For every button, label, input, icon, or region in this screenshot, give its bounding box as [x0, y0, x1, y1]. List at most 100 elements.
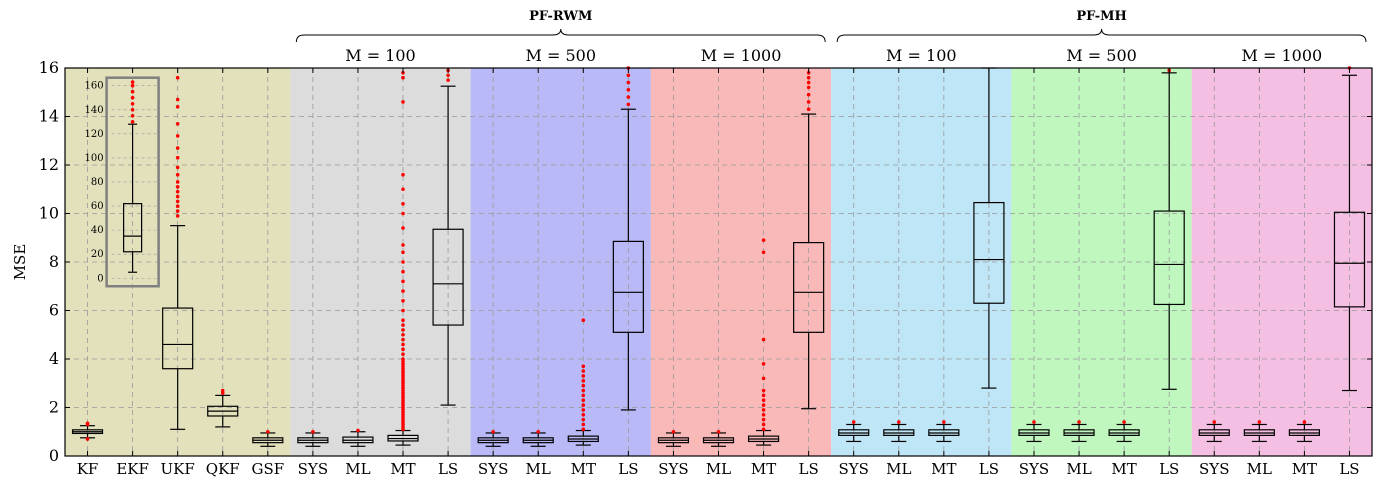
- outlier-point: [401, 357, 405, 361]
- outlier-point: [401, 260, 405, 264]
- outlier-point: [942, 420, 946, 424]
- y-tick-label: 6: [49, 301, 59, 320]
- outlier-point: [1257, 420, 1262, 424]
- outlier-point: [401, 289, 405, 293]
- box-ls-20: [973, 67, 1005, 389]
- box-sys-13: [657, 429, 690, 447]
- box-mt-11: [567, 318, 599, 446]
- outlier-point: [401, 308, 405, 313]
- box-iqr: [162, 307, 194, 370]
- outlier-point: [581, 417, 586, 422]
- outlier-point: [761, 388, 766, 393]
- outlier-point: [761, 422, 766, 427]
- outlier-point: [175, 172, 180, 177]
- outlier-point: [175, 209, 180, 213]
- outlier-point: [581, 408, 586, 412]
- outlier-point: [581, 393, 586, 398]
- outlier-point: [626, 102, 631, 107]
- outlier-point: [761, 376, 766, 381]
- x-tick-label: LS: [1339, 460, 1359, 478]
- outlier-point: [401, 202, 405, 206]
- box-sys-25: [1198, 420, 1230, 443]
- outlier-point: [401, 211, 405, 216]
- inset-outlier: [130, 107, 135, 112]
- y-tick-label: 14: [39, 107, 59, 126]
- box-ml-6: [342, 428, 374, 447]
- x-tick-label: LS: [618, 460, 638, 478]
- box-iqr: [793, 242, 825, 333]
- y-tick-label: 10: [39, 204, 59, 223]
- x-tick-label: SYS: [1019, 460, 1049, 478]
- outlier-point: [761, 427, 766, 432]
- outlier-point: [401, 299, 405, 303]
- outlier-point: [806, 100, 811, 104]
- inset-tick-label: 0: [97, 273, 103, 284]
- y-axis-label: MSE: [11, 244, 29, 281]
- outlier-point: [761, 417, 766, 422]
- outlier-point: [581, 427, 586, 432]
- outlier-point: [671, 429, 676, 434]
- outlier-point: [581, 318, 586, 323]
- inset-tick-label: 40: [91, 225, 104, 236]
- box-iqr: [612, 240, 644, 333]
- outlier-point: [401, 352, 405, 356]
- outlier-point: [581, 388, 586, 393]
- box-ls-24: [1153, 68, 1185, 390]
- x-tick-label: MT: [931, 460, 956, 478]
- outlier-point: [356, 428, 360, 433]
- inset-outlier: [130, 95, 135, 100]
- y-tick-label: 0: [49, 446, 59, 465]
- outlier-point: [806, 92, 811, 97]
- outlier-point: [175, 199, 180, 204]
- y-tick-label: 16: [39, 58, 59, 77]
- outlier-point: [401, 342, 405, 347]
- outlier-point: [806, 85, 811, 90]
- outlier-point: [1212, 420, 1217, 424]
- box-ls-28: [1333, 66, 1366, 392]
- x-tick-label: UKF: [161, 460, 195, 478]
- x-tick-label: ML: [1247, 460, 1272, 478]
- outlier-point: [401, 347, 405, 352]
- outlier-point: [1302, 420, 1307, 424]
- outlier-point: [761, 250, 766, 255]
- box-iqr: [1153, 210, 1185, 306]
- outlier-point: [175, 214, 180, 218]
- outlier-point: [175, 134, 180, 138]
- box-mt-23: [1108, 420, 1140, 443]
- outlier-point: [401, 332, 405, 337]
- outlier-point: [175, 75, 180, 80]
- box-ukf-2: [162, 75, 194, 430]
- box-ls-8: [432, 68, 464, 406]
- outlier-point: [581, 403, 586, 407]
- box-ml-14: [702, 429, 735, 447]
- outlier-point: [401, 250, 405, 255]
- outlier-point: [401, 328, 405, 332]
- outlier-point: [401, 323, 405, 327]
- box-mt-15: [747, 238, 780, 446]
- outlier-point: [175, 189, 180, 194]
- outlier-point: [175, 155, 180, 160]
- outlier-point: [401, 187, 405, 192]
- y-tick-label: 2: [49, 398, 59, 417]
- x-tick-label: ML: [706, 460, 731, 478]
- box-iqr: [973, 201, 1005, 304]
- box-marks: [71, 66, 1366, 447]
- outlier-point: [581, 412, 586, 417]
- inset-tick-label: 160: [85, 81, 104, 92]
- box-sys-9: [477, 429, 509, 447]
- outlier-point: [266, 429, 270, 434]
- outlier-point: [896, 420, 901, 424]
- inset-outlier: [130, 120, 135, 124]
- outlier-point: [1122, 420, 1126, 424]
- outlier-point: [761, 362, 766, 366]
- outlier-point: [401, 318, 405, 323]
- outlier-point: [401, 100, 405, 104]
- outlier-point: [401, 75, 405, 80]
- outlier-point: [761, 393, 766, 398]
- x-tick-label: LS: [438, 460, 458, 478]
- y-tick-label: 12: [39, 155, 59, 174]
- x-tick-label: MT: [1111, 460, 1136, 478]
- axis-labels: 0 2 4 6 8 10 12 14 16 KF EKF UKF QKF GSF SYS ML MT LS SYS M…: [39, 58, 1360, 478]
- outlier-point: [401, 279, 405, 284]
